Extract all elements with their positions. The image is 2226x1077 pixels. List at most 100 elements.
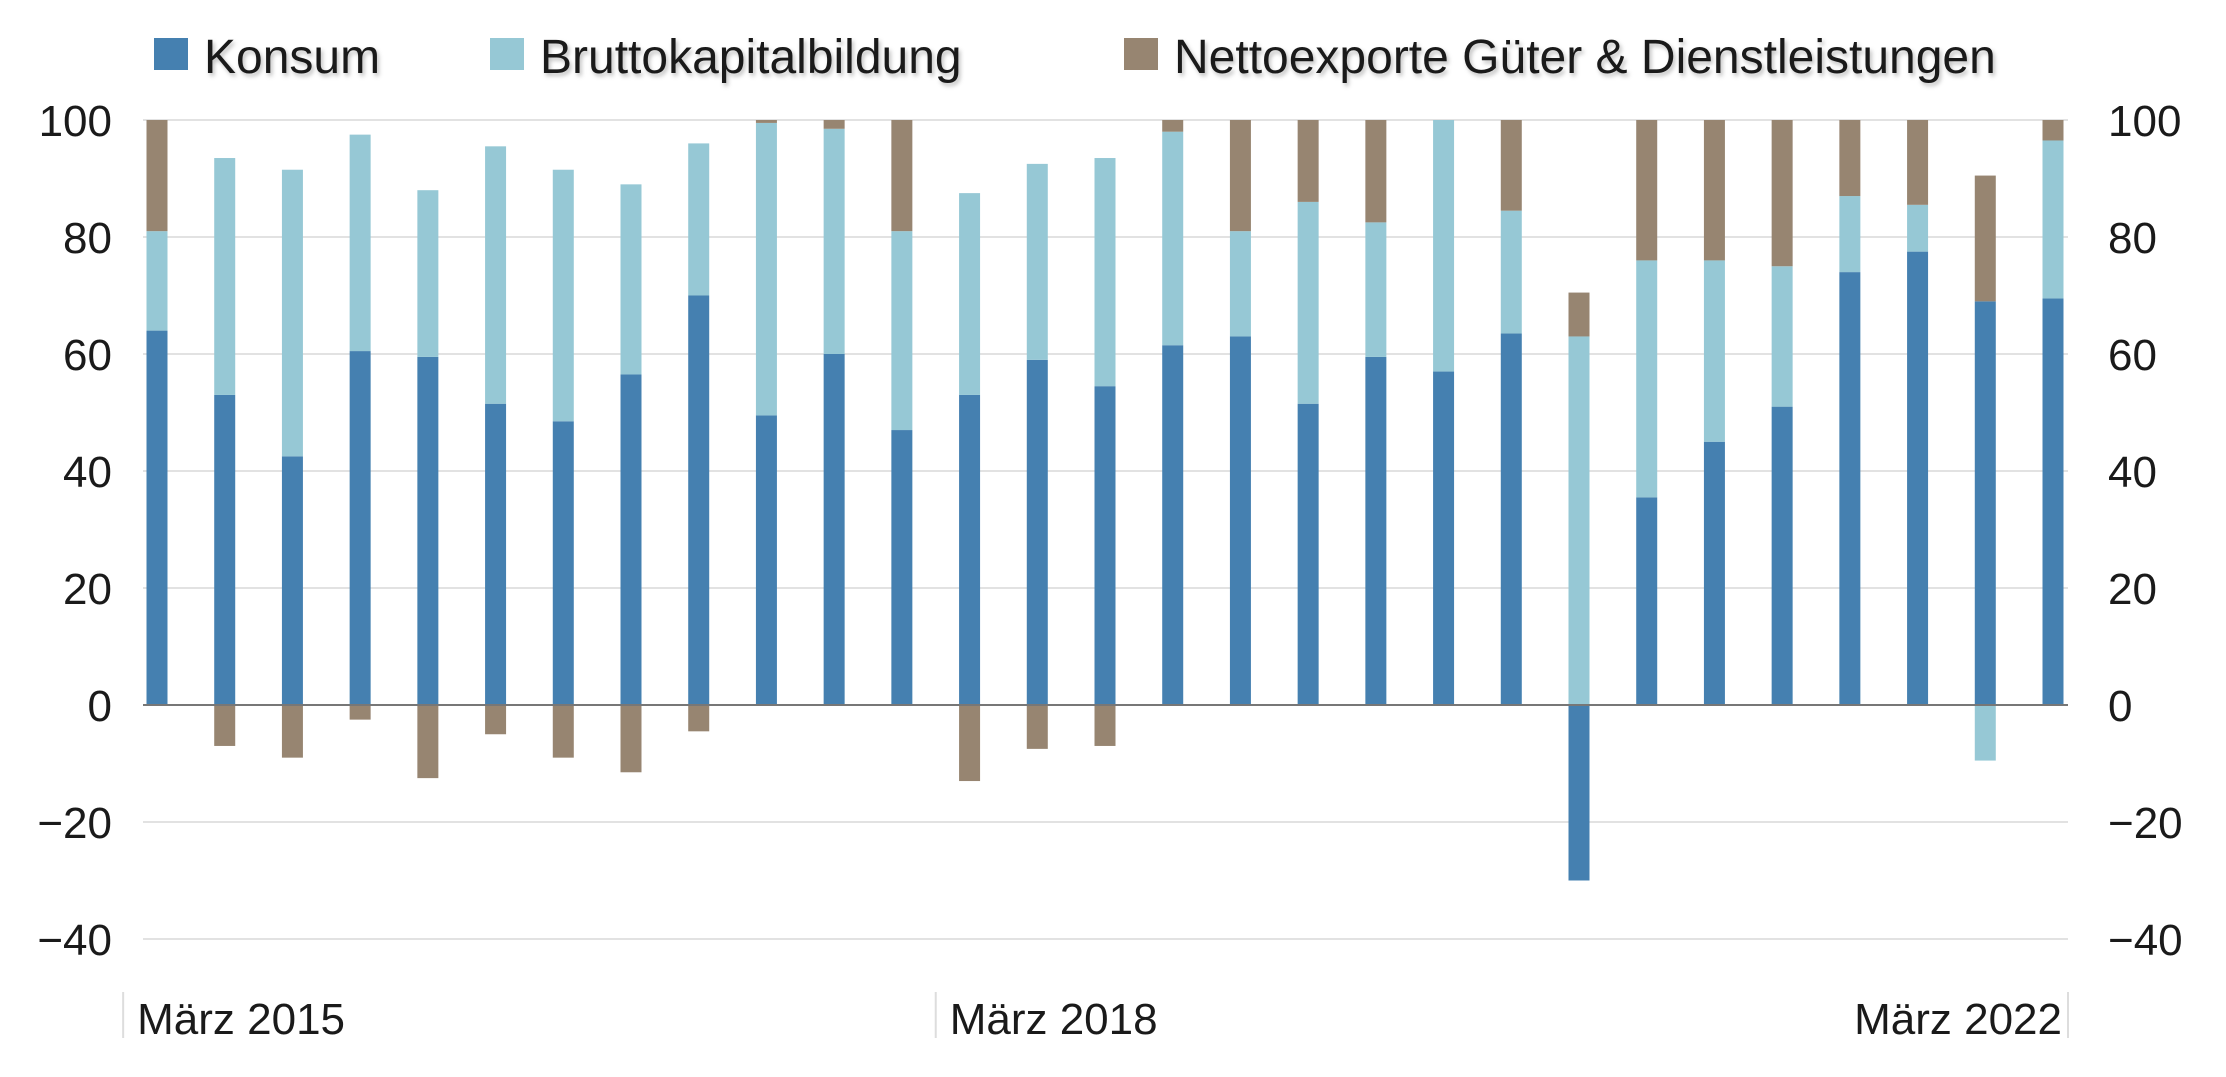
bar-konsum xyxy=(485,403,507,705)
bar-nettoexporte xyxy=(1907,120,1929,205)
bar-konsum xyxy=(1365,356,1387,705)
bar-nettoexporte xyxy=(1839,120,1861,197)
bar-konsum xyxy=(1026,359,1048,705)
bar-bruttokapitalbildung xyxy=(552,169,574,422)
bar-nettoexporte xyxy=(552,705,574,758)
bar-bruttokapitalbildung xyxy=(281,169,303,457)
legend-label-nettoexporte: Nettoexporte Güter & Dienstleistungen xyxy=(1174,31,1996,84)
y-tick-label-left: 80 xyxy=(63,214,112,263)
bar-nettoexporte xyxy=(1771,120,1793,267)
legend-swatch-bruttokapitalbildung xyxy=(490,38,524,70)
legend-label-konsum: Konsum xyxy=(204,31,380,84)
bar-bruttokapitalbildung xyxy=(1636,260,1658,498)
bar-nettoexporte xyxy=(1162,120,1184,132)
bar-bruttokapitalbildung xyxy=(1433,120,1455,372)
bar-konsum xyxy=(1500,333,1522,705)
bar-nettoexporte xyxy=(1297,120,1319,202)
bar-konsum xyxy=(1094,386,1116,705)
bar-nettoexporte xyxy=(1229,120,1251,232)
bar-nettoexporte xyxy=(281,705,303,758)
bar-bruttokapitalbildung xyxy=(485,146,507,404)
bar-konsum xyxy=(1433,371,1455,705)
bar-nettoexporte xyxy=(1568,292,1590,337)
bar-bruttokapitalbildung xyxy=(620,184,642,375)
bar-konsum xyxy=(1907,251,1929,705)
bar-konsum xyxy=(2042,298,2064,705)
bar-konsum xyxy=(349,351,371,705)
bar-bruttokapitalbildung xyxy=(1771,266,1793,407)
bar-konsum xyxy=(959,394,981,705)
y-tick-label-left: 100 xyxy=(39,97,112,146)
right-y-axis: 100 80 60 40 20 0 −20 −40 xyxy=(2108,97,2183,965)
y-tick-label-right: −40 xyxy=(2108,916,2183,965)
bar-bruttokapitalbildung xyxy=(214,158,236,395)
bar-konsum xyxy=(1703,441,1725,705)
bar-bruttokapitalbildung xyxy=(1026,163,1048,360)
bar-nettoexporte xyxy=(214,705,236,746)
bar-bruttokapitalbildung xyxy=(1839,196,1861,273)
left-y-axis: 100 80 60 40 20 0 −20 −40 xyxy=(37,97,112,965)
bar-konsum xyxy=(891,430,913,705)
bar-bruttokapitalbildung xyxy=(1703,260,1725,442)
bar-bruttokapitalbildung xyxy=(823,128,845,354)
bar-nettoexporte xyxy=(755,120,777,123)
bar-nettoexporte xyxy=(1636,120,1658,261)
x-tick-label: März 2022 xyxy=(1854,995,2062,1044)
bar-konsum xyxy=(620,374,642,705)
bar-nettoexporte xyxy=(620,705,642,773)
bar-nettoexporte xyxy=(2042,120,2064,141)
bar-konsum xyxy=(688,295,710,705)
x-axis: März 2015 März 2018 März 2022 xyxy=(122,992,2069,1044)
bar-konsum xyxy=(1636,497,1658,705)
bar-konsum xyxy=(552,421,574,705)
bar-bruttokapitalbildung xyxy=(755,122,777,416)
bar-bruttokapitalbildung xyxy=(1974,705,1996,761)
bar-bruttokapitalbildung xyxy=(1500,210,1522,334)
bar-bruttokapitalbildung xyxy=(146,231,168,331)
bar-konsum xyxy=(417,356,439,705)
bar-bruttokapitalbildung xyxy=(349,134,371,352)
y-tick-label-left: 40 xyxy=(63,448,112,497)
y-tick-label-right: 60 xyxy=(2108,331,2157,380)
bar-nettoexporte xyxy=(1974,175,1996,302)
bar-nettoexporte xyxy=(485,705,507,735)
y-tick-label-left: 60 xyxy=(63,331,112,380)
y-tick-label-right: 100 xyxy=(2108,97,2181,146)
bar-bruttokapitalbildung xyxy=(1907,204,1929,252)
bar-konsum xyxy=(146,330,168,705)
bar-nettoexporte xyxy=(1026,705,1048,749)
y-tick-label-left: −20 xyxy=(37,799,112,848)
bar-nettoexporte xyxy=(1365,120,1387,223)
bar-konsum xyxy=(1568,705,1590,881)
legend-label-bruttokapitalbildung: Bruttokapitalbildung xyxy=(540,31,962,84)
x-tick-label: März 2018 xyxy=(950,995,1158,1044)
bar-konsum xyxy=(755,415,777,705)
bar-konsum xyxy=(823,354,845,705)
bar-konsum xyxy=(1297,403,1319,705)
y-tick-label-right: 80 xyxy=(2108,214,2157,263)
y-tick-label-left: 20 xyxy=(63,565,112,614)
bar-nettoexporte xyxy=(1703,120,1725,261)
bar-bruttokapitalbildung xyxy=(417,190,439,357)
y-tick-label-left: −40 xyxy=(37,916,112,965)
bar-bruttokapitalbildung xyxy=(1365,222,1387,357)
bar-konsum xyxy=(1839,272,1861,705)
bar-nettoexporte xyxy=(823,120,845,129)
legend-swatch-nettoexporte xyxy=(1124,38,1158,70)
x-tick-label: März 2015 xyxy=(137,995,345,1044)
bar-bruttokapitalbildung xyxy=(1094,158,1116,387)
bar-bruttokapitalbildung xyxy=(1162,131,1184,346)
bar-bruttokapitalbildung xyxy=(959,193,981,395)
bar-bruttokapitalbildung xyxy=(1568,336,1590,705)
bar-bruttokapitalbildung xyxy=(1229,231,1251,337)
bar-konsum xyxy=(1771,406,1793,705)
bar-nettoexporte xyxy=(146,120,168,232)
bar-bruttokapitalbildung xyxy=(2042,140,2064,299)
bar-nettoexporte xyxy=(349,705,371,720)
y-tick-label-right: −20 xyxy=(2108,799,2183,848)
bar-konsum xyxy=(1162,345,1184,705)
bar-nettoexporte xyxy=(1500,120,1522,211)
y-tick-label-right: 0 xyxy=(2108,682,2132,731)
bar-nettoexporte xyxy=(1094,705,1116,746)
